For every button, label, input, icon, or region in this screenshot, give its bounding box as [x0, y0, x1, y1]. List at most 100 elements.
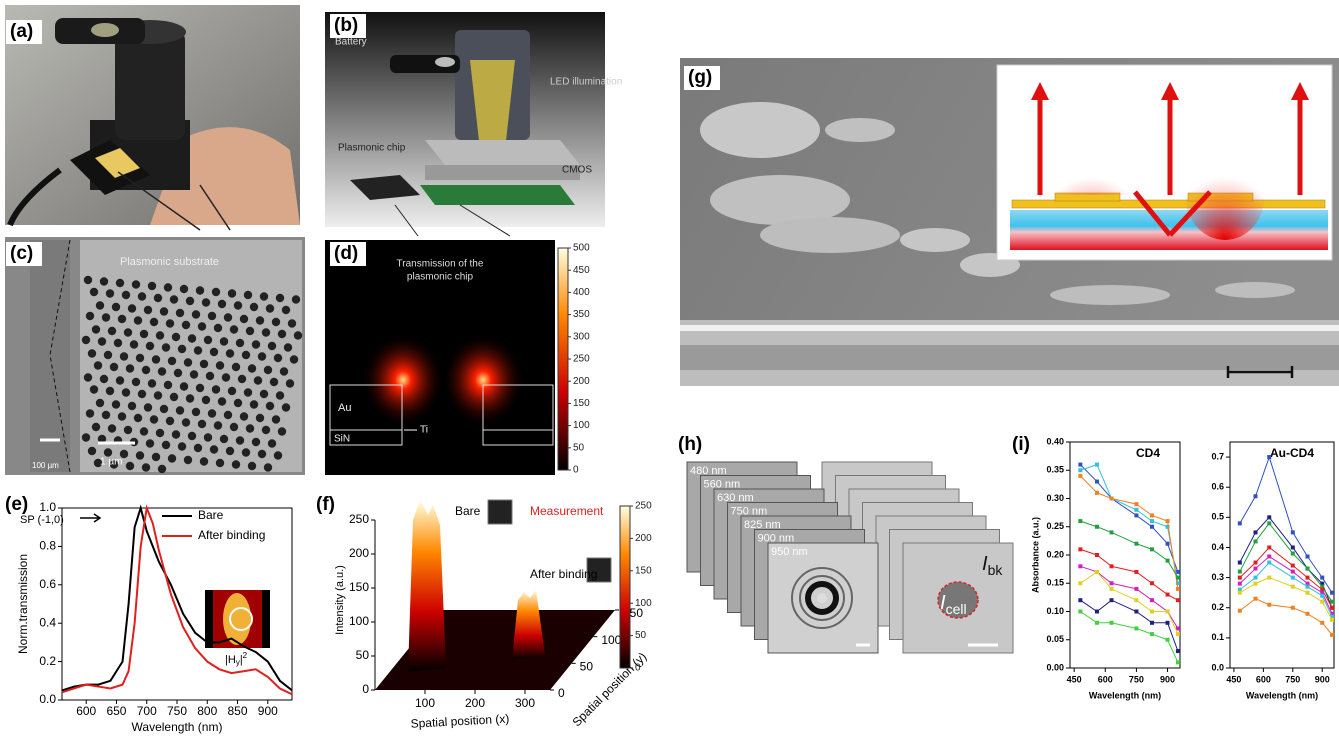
connector: [394, 204, 419, 237]
panel-label: (i): [1012, 434, 1030, 455]
series-line: [1239, 598, 1333, 636]
point: [1237, 581, 1242, 586]
hole: [197, 419, 207, 429]
hole: [267, 439, 277, 448]
point: [1320, 590, 1325, 595]
point: [1267, 575, 1272, 580]
hole: [151, 355, 161, 364]
hole: [183, 358, 193, 367]
image: [767, 542, 879, 654]
hole: [229, 422, 239, 432]
symbol: Icell: [940, 592, 967, 616]
hole: [155, 331, 165, 340]
hole: [249, 400, 259, 409]
point: [1134, 598, 1139, 603]
hole: [285, 379, 295, 388]
point: [1109, 564, 1114, 569]
point: [1094, 569, 1099, 574]
hole: [283, 343, 293, 352]
hole: [171, 430, 181, 439]
hole: [243, 388, 253, 397]
y-tick-label: 0.30: [1046, 493, 1064, 503]
hole: [261, 425, 271, 435]
x-tick-label: 900: [1160, 674, 1175, 684]
hole: [223, 410, 233, 420]
y-tick-label: 0.2: [39, 654, 56, 668]
point: [1109, 620, 1114, 625]
hole: [217, 397, 227, 406]
sem-g: [680, 58, 1339, 386]
hole: [213, 323, 223, 333]
hole: [133, 316, 143, 325]
point: [1330, 599, 1335, 604]
point: [1290, 563, 1295, 568]
hole: [105, 386, 115, 396]
wavelength-label: 630 nm: [717, 492, 754, 504]
field-d: [325, 240, 569, 475]
point: [1165, 609, 1170, 614]
point: [1109, 530, 1114, 535]
point: [1165, 620, 1170, 625]
hole: [207, 409, 217, 418]
colorbar-label: 50: [573, 442, 585, 453]
hole: [235, 436, 245, 445]
point: [1320, 575, 1325, 580]
hole: [135, 451, 145, 460]
y-tick-label: 0.15: [1046, 578, 1064, 588]
point: [1305, 554, 1310, 559]
hole: [215, 458, 225, 468]
hole: [141, 365, 151, 375]
hole: [275, 391, 285, 400]
hole: [83, 373, 93, 382]
point: [1094, 462, 1099, 467]
hole: [169, 392, 179, 402]
z-tick-label: 100: [349, 614, 369, 628]
wavelength-label: 825 nm: [744, 519, 781, 531]
point: [1267, 554, 1272, 559]
colorbar-label: 100: [635, 598, 652, 609]
label: CMOS: [562, 165, 592, 176]
point: [1320, 587, 1325, 592]
hole: [289, 355, 299, 364]
legend-label: After binding: [198, 528, 265, 542]
x-axis-label: Wavelength (nm): [1089, 690, 1161, 700]
wavelength-label: 950 nm: [771, 546, 808, 558]
point: [1149, 547, 1154, 552]
sem-c: [5, 237, 305, 475]
hole: [175, 406, 185, 415]
hole: [257, 449, 267, 459]
point: [1134, 626, 1139, 631]
hole: [113, 338, 123, 348]
y-tick-label: 0.3: [1211, 572, 1224, 582]
hole: [145, 439, 155, 448]
hole: [161, 440, 171, 450]
hole: [173, 368, 183, 378]
point: [1094, 553, 1099, 557]
point: [1253, 575, 1258, 580]
hole: [121, 290, 131, 300]
hole: [263, 365, 273, 375]
hole: [239, 412, 249, 421]
hole: [257, 352, 267, 361]
point: [1149, 581, 1154, 586]
hole: [191, 310, 201, 319]
cell: [937, 581, 979, 619]
hole: [119, 352, 129, 361]
y-tick-label: 0.2: [1211, 602, 1224, 612]
hole: [125, 364, 135, 373]
thumb: [586, 557, 612, 583]
hole: [293, 331, 303, 340]
panel-label: (e): [5, 494, 28, 515]
hole: [181, 320, 191, 330]
hole: [179, 382, 189, 391]
point: [1237, 521, 1242, 526]
hole: [139, 329, 149, 339]
hole: [241, 350, 251, 360]
point: [1094, 490, 1099, 495]
point: [1134, 513, 1139, 518]
hole: [205, 371, 215, 381]
panel-label: (b): [334, 15, 358, 36]
hole: [225, 349, 235, 358]
point: [1305, 590, 1310, 595]
y-tick-label: 0.4: [1211, 542, 1224, 552]
